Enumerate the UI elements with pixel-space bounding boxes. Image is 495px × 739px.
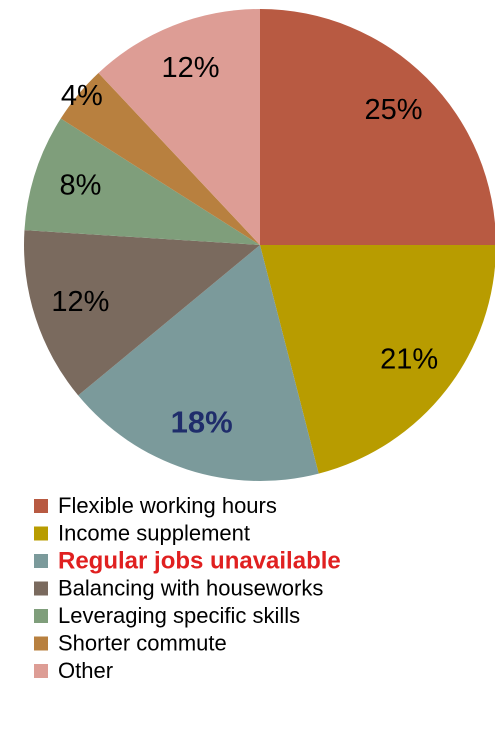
data-label: 8% bbox=[59, 169, 101, 201]
pie-slice bbox=[60, 72, 260, 245]
legend-label: Balancing with houseworks bbox=[58, 575, 323, 600]
pie-slice bbox=[260, 9, 495, 245]
legend-label: Income supplement bbox=[58, 520, 250, 545]
data-label: 21% bbox=[380, 343, 438, 375]
pie-slice bbox=[78, 245, 319, 481]
legend-swatch bbox=[34, 526, 48, 541]
legend-swatch bbox=[34, 636, 48, 651]
legend-swatch bbox=[34, 664, 48, 678]
pie-slice bbox=[24, 230, 260, 396]
legend-label: Other bbox=[58, 658, 113, 683]
pie-slice bbox=[260, 245, 495, 474]
legend-label: Shorter commute bbox=[58, 630, 227, 655]
data-label: 12% bbox=[161, 52, 219, 84]
legend-label: Regular jobs unavailable bbox=[58, 547, 341, 574]
legend-swatch bbox=[34, 499, 48, 513]
legend-swatch bbox=[34, 581, 48, 596]
data-label: 4% bbox=[61, 80, 103, 112]
legend-swatch bbox=[34, 609, 48, 623]
pie-slice bbox=[98, 9, 260, 245]
data-label: 18% bbox=[171, 405, 233, 440]
legend-label: Leveraging specific skills bbox=[58, 603, 300, 628]
legend-swatch bbox=[34, 554, 48, 568]
data-label: 12% bbox=[51, 286, 109, 318]
legend-label: Flexible working hours bbox=[58, 493, 277, 518]
data-label: 25% bbox=[364, 94, 422, 126]
pie-slice bbox=[24, 118, 260, 245]
